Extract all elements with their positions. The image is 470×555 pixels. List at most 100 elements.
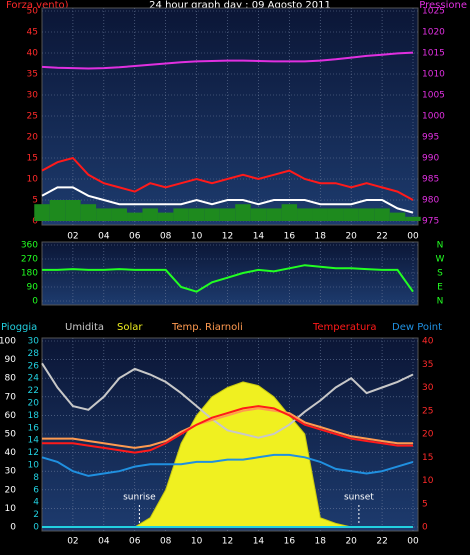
y2-tick-label: 1025 (422, 7, 445, 17)
x-tick-label: 22 (376, 232, 387, 242)
x-tick-label: 04 (98, 232, 110, 242)
x-tick-label: 06 (129, 537, 141, 547)
chart-title: 24 hour graph day : 09 Agosto 2011 (149, 0, 331, 11)
y-tick-label: 100 (0, 337, 16, 347)
annotation: sunset (344, 493, 374, 503)
x-tick-label: 20 (345, 537, 357, 547)
x-tick-label: 00 (407, 232, 419, 242)
y-tick-label: 0 (32, 297, 38, 307)
y3-tick-label: 16 (28, 423, 40, 433)
wind-bar (297, 208, 313, 221)
wind-bar (266, 208, 282, 221)
x-tick-label: 10 (191, 537, 203, 547)
x-tick-label: 20 (345, 232, 357, 242)
y3-tick-label: 8 (33, 473, 39, 483)
series-line (42, 264, 414, 293)
y-tick-label: 50 (5, 430, 17, 440)
y2-tick-label: 985 (422, 175, 439, 185)
y-tick-label: 35 (27, 70, 38, 80)
x-tick-label: 08 (160, 232, 172, 242)
wind-bar (358, 208, 375, 221)
y3-tick-label: 10 (28, 461, 40, 471)
y3-tick-label: 30 (28, 337, 40, 347)
y2-tick-label: 35 (422, 360, 433, 370)
wind-bar (405, 216, 421, 221)
y2-tick-label: 20 (422, 430, 434, 440)
y2-tick-label: N (437, 241, 444, 251)
y-tick-label: 20 (27, 133, 39, 143)
y-tick-label: 30 (5, 467, 17, 477)
y3-tick-label: 20 (28, 399, 40, 409)
y-tick-label: 0 (10, 523, 16, 533)
y-tick-label: 30 (27, 91, 39, 101)
y-axis-label: Forza vento) (6, 0, 69, 11)
series-line (42, 405, 413, 454)
wind-bar (219, 208, 236, 221)
y2-tick-label: 5 (422, 499, 428, 509)
wind-bar (65, 200, 81, 221)
wind-bar (80, 204, 97, 221)
y-tick-label: 10 (27, 175, 39, 185)
wind-bar (111, 208, 128, 221)
y2-tick-label: 40 (422, 337, 434, 347)
legend-entry: Temperatura (312, 322, 377, 333)
wind-bar (343, 208, 359, 221)
y2-tick-label: E (437, 283, 443, 293)
wind-bar (142, 208, 158, 221)
y3-tick-label: 28 (28, 349, 40, 359)
x-tick-label: 12 (222, 232, 233, 242)
y3-tick-label: 2 (33, 510, 39, 520)
y-tick-label: 20 (5, 485, 17, 495)
x-tick-label: 12 (222, 537, 233, 547)
x-tick-label: 14 (253, 232, 265, 242)
y2-tick-label: 1010 (422, 70, 445, 80)
wind-bar (389, 212, 406, 221)
x-tick-label: 10 (191, 232, 203, 242)
y2-tick-label: N (437, 297, 444, 307)
y-tick-label: 60 (5, 411, 17, 421)
y2-tick-label: 25 (422, 406, 433, 416)
x-tick-label: 22 (376, 537, 387, 547)
y2-tick-label: S (437, 269, 443, 279)
y2-tick-label: 975 (422, 217, 439, 227)
x-tick-label: 18 (315, 232, 327, 242)
y2-tick-label: 0 (422, 523, 428, 533)
legend-entry: Temp. Riarnoli (171, 322, 243, 333)
y-tick-label: 10 (5, 504, 17, 514)
x-tick-label: 16 (284, 537, 296, 547)
y-tick-label: 90 (27, 283, 39, 293)
y-tick-label: 70 (5, 392, 17, 402)
x-tick-label: 06 (129, 232, 141, 242)
y3-tick-label: 26 (28, 361, 40, 371)
y-tick-label: 40 (27, 49, 39, 59)
y3-tick-label: 22 (28, 386, 39, 396)
y3-tick-label: 14 (28, 436, 40, 446)
wind-bar (312, 208, 328, 221)
y2-tick-label: 15 (422, 453, 433, 463)
y2-tick-label: 1000 (422, 112, 445, 122)
y-tick-label: 5 (32, 196, 38, 206)
y2-tick-label: 1020 (422, 28, 445, 38)
y2-tick-label: 10 (422, 476, 434, 486)
y-tick-label: 50 (27, 7, 39, 17)
y2-tick-label: 980 (422, 196, 439, 206)
y3-tick-label: 0 (33, 523, 39, 533)
y2-axis-label: Pressione (419, 0, 467, 11)
wind-bar (374, 208, 390, 221)
y2-tick-label: 30 (422, 383, 434, 393)
wind-bar (327, 208, 344, 221)
y2-tick-label: W (436, 255, 445, 265)
y3-tick-label: 12 (28, 448, 39, 458)
wind-bar (127, 212, 143, 221)
series-line (41, 186, 414, 214)
y-tick-label: 80 (5, 374, 17, 384)
x-tick-label: 04 (98, 537, 110, 547)
wind-bar (188, 208, 205, 221)
annotation: sunrise (123, 493, 156, 503)
legend-entry: Umidita (65, 322, 104, 333)
wind-bar (173, 208, 189, 221)
series-line (41, 362, 414, 439)
plot-background (41, 241, 419, 306)
wind-bar (96, 208, 112, 221)
